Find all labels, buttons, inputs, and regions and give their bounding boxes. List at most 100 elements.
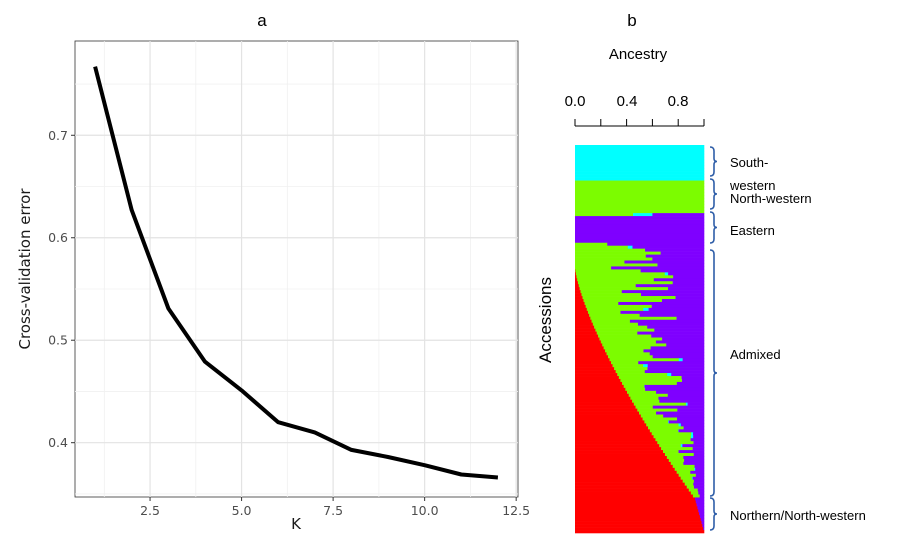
accession-row	[575, 257, 705, 261]
ancestry-segment	[676, 316, 705, 321]
ancestry-segment	[699, 494, 705, 498]
ancestry-segment	[658, 396, 705, 401]
accession-row	[575, 219, 705, 223]
ancestry-segment	[637, 331, 705, 335]
ancestry-segment	[652, 213, 705, 217]
accession-row	[575, 201, 705, 205]
ancestry-segment	[693, 453, 705, 457]
ancestry-segment	[614, 367, 648, 371]
ancestry-segment	[575, 281, 579, 285]
ancestry-segment	[575, 414, 642, 418]
ancestry-segment	[575, 165, 705, 169]
accession-row	[575, 506, 705, 510]
ancestry-segment	[575, 450, 664, 454]
accession-row	[575, 417, 705, 421]
accession-row	[575, 455, 705, 460]
accession-row	[575, 159, 705, 164]
ancestry-segment	[668, 420, 669, 424]
accession-row	[575, 153, 705, 158]
ancestry-segment	[699, 512, 705, 516]
ancestry-segment	[650, 346, 705, 350]
ancestry-segment	[575, 266, 612, 270]
accession-row	[575, 500, 705, 504]
ancestry-segment	[575, 500, 697, 504]
ancestry-segment	[643, 364, 648, 368]
accession-row	[575, 180, 705, 184]
y-tick-label: 0.4	[48, 435, 68, 450]
ancestry-segment	[690, 491, 699, 495]
ancestry-segment	[575, 441, 658, 445]
accession-row	[575, 254, 705, 258]
ancestry-segment	[633, 402, 687, 406]
ancestry-segment	[671, 373, 705, 377]
accession-row	[575, 325, 705, 329]
ancestry-segment	[575, 521, 702, 525]
accession-row	[575, 251, 705, 255]
ancestry-segment	[575, 438, 656, 442]
ancestry-segment	[663, 414, 705, 418]
ancestry-segment	[639, 313, 705, 318]
ancestry-segment	[644, 384, 705, 389]
ancestry-segment	[575, 453, 666, 457]
y-axis-ticks: 0.4 0.5 0.6 0.7	[48, 128, 75, 450]
accession-row	[575, 441, 705, 445]
ancestry-segment	[680, 476, 693, 480]
ancestry-segment	[680, 423, 705, 427]
accession-row	[575, 444, 705, 448]
ancestry-segment	[575, 325, 595, 329]
accession-row	[575, 168, 705, 172]
ancestry-segment	[600, 340, 657, 344]
ancestry-segment	[575, 518, 702, 522]
accession-row	[575, 527, 705, 531]
ancestry-segment	[644, 420, 669, 424]
accession-row	[575, 147, 705, 152]
ancestry-segment	[654, 328, 705, 332]
ancestry-segment	[694, 467, 696, 472]
group-label: Eastern	[730, 223, 775, 238]
ancestry-segment	[688, 488, 699, 492]
ancestry-segment	[624, 260, 705, 264]
ancestry-segment	[581, 293, 642, 297]
ancestry-segment	[655, 340, 705, 344]
ancestry-segment	[575, 284, 580, 288]
ancestry-segment	[635, 405, 654, 409]
ancestry-segment	[647, 367, 705, 371]
accession-row	[575, 411, 705, 415]
accession-row	[575, 278, 705, 282]
ancestry-segment	[575, 461, 672, 466]
ancestry-segment	[635, 284, 705, 288]
accession-row	[575, 213, 705, 217]
ancestry-segment	[575, 381, 623, 386]
accession-row	[575, 479, 705, 483]
ancestry-segment	[575, 503, 697, 507]
x-tick-label: 5.0	[232, 503, 252, 518]
ancestry-segment	[575, 192, 705, 196]
ancestry-segment	[666, 343, 705, 347]
ancestry-segment	[622, 381, 678, 386]
x-tick-label: 2.5	[140, 503, 160, 518]
ancestry-segment	[575, 248, 646, 252]
ancestry-segment	[575, 177, 705, 181]
ancestry-segment	[575, 290, 581, 294]
ancestry-segment	[678, 358, 683, 362]
ancestry-segment	[575, 156, 705, 161]
ancestry-segment	[651, 334, 705, 338]
ancestry-segment	[639, 411, 657, 415]
ancestry-segment	[575, 331, 598, 335]
ancestry-segment	[575, 245, 629, 249]
ancestry-segment	[625, 387, 646, 392]
ancestry-segment	[575, 420, 645, 424]
ancestry-segment	[673, 275, 705, 279]
ancestry-plot: Ancestry 0.0 0.4 0.8 Accessions South-west…	[536, 46, 866, 534]
ancestry-segment	[575, 429, 651, 433]
accession-row	[575, 376, 705, 380]
ancestry-segment	[575, 222, 705, 226]
ancestry-segment	[575, 358, 610, 362]
ancestry-segment	[575, 168, 705, 172]
ancestry-segment	[589, 313, 640, 318]
ancestry-segment	[623, 384, 645, 389]
ancestry-segment	[678, 429, 705, 433]
accession-row	[575, 447, 705, 451]
ancestry-segment	[693, 479, 705, 483]
ancestry-segment	[649, 429, 679, 433]
